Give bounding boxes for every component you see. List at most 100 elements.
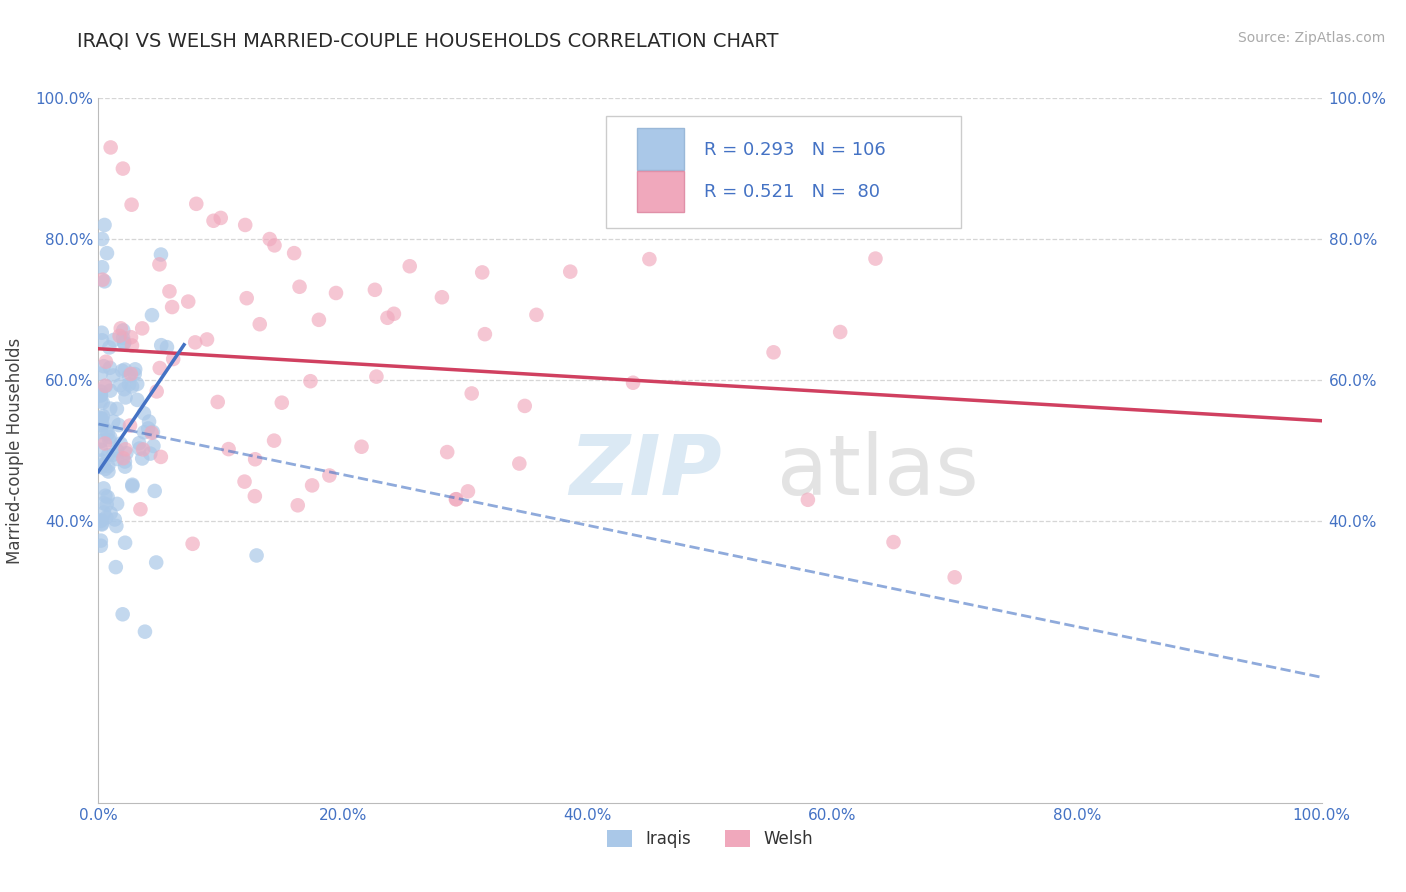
Point: [177, 294, 200, 309]
Point: [94, 489, 117, 503]
Point: [436, 445, 458, 459]
Point: [156, 340, 179, 354]
Point: [118, 377, 141, 392]
Point: [90, 513, 112, 527]
Point: [112, 336, 135, 351]
Point: [96, 424, 118, 438]
Point: [94, 379, 117, 393]
Point: [91, 417, 114, 432]
Point: [638, 252, 661, 267]
Point: [91, 260, 114, 275]
Point: [90, 460, 112, 475]
Point: [90, 411, 112, 425]
Point: [90, 412, 112, 426]
Point: [112, 335, 135, 350]
Point: [97, 465, 120, 479]
Point: [121, 479, 143, 493]
Point: [121, 379, 143, 393]
Point: [132, 406, 155, 420]
Point: [149, 361, 172, 376]
Point: [105, 497, 128, 511]
Point: [112, 331, 135, 345]
Point: [90, 539, 112, 553]
Point: [94, 354, 117, 368]
Legend: Iraqis, Welsh: Iraqis, Welsh: [600, 822, 820, 855]
Point: [121, 477, 143, 491]
Point: [444, 492, 467, 507]
Point: [111, 161, 134, 176]
Point: [181, 537, 204, 551]
Point: [202, 213, 225, 227]
Point: [91, 409, 114, 423]
Point: [128, 436, 150, 450]
Point: [98, 360, 121, 375]
Point: [131, 451, 153, 466]
Point: [90, 394, 112, 409]
Point: [139, 447, 162, 461]
Point: [105, 519, 128, 533]
Point: [118, 368, 141, 383]
Point: [762, 345, 785, 359]
Point: [91, 333, 114, 347]
Point: [104, 512, 127, 526]
Point: [91, 273, 114, 287]
FancyBboxPatch shape: [606, 116, 960, 228]
Point: [97, 448, 120, 462]
Point: [149, 247, 172, 261]
Point: [446, 492, 468, 507]
Point: [218, 442, 240, 456]
Point: [115, 446, 138, 460]
Point: [114, 535, 136, 549]
Point: [90, 388, 112, 402]
Point: [131, 321, 153, 335]
Point: [100, 140, 122, 154]
Point: [145, 556, 167, 570]
Point: [112, 451, 135, 466]
Point: [90, 533, 112, 548]
Point: [111, 364, 134, 378]
Point: [830, 325, 852, 339]
Point: [132, 442, 155, 457]
Point: [110, 436, 132, 450]
Point: [114, 362, 136, 376]
Point: [114, 459, 136, 474]
Point: [283, 246, 305, 260]
Point: [96, 498, 118, 512]
Point: [98, 341, 121, 355]
Point: [112, 323, 135, 337]
Point: [142, 425, 165, 439]
Point: [108, 329, 131, 343]
Point: [93, 496, 115, 510]
Point: [124, 362, 146, 376]
Point: [308, 313, 330, 327]
Point: [350, 440, 373, 454]
Point: [114, 454, 136, 468]
Point: [90, 434, 112, 449]
Point: [98, 384, 121, 398]
Point: [141, 425, 163, 440]
Point: [259, 232, 281, 246]
Point: [471, 265, 494, 279]
Point: [90, 326, 112, 340]
Point: [94, 462, 117, 476]
Point: [90, 442, 112, 457]
Point: [103, 368, 125, 383]
Point: [121, 197, 143, 211]
Point: [460, 386, 482, 401]
Point: [90, 517, 112, 532]
Point: [100, 506, 122, 520]
Point: [90, 516, 112, 531]
Point: [301, 478, 323, 492]
Point: [105, 452, 128, 467]
Point: [103, 448, 125, 462]
Point: [107, 418, 129, 433]
Point: [93, 359, 115, 374]
Point: [120, 367, 142, 381]
Point: [457, 484, 479, 499]
Point: [245, 549, 267, 563]
FancyBboxPatch shape: [637, 128, 685, 170]
Point: [288, 279, 311, 293]
Point: [127, 392, 149, 407]
Point: [138, 415, 160, 429]
Point: [90, 514, 112, 528]
